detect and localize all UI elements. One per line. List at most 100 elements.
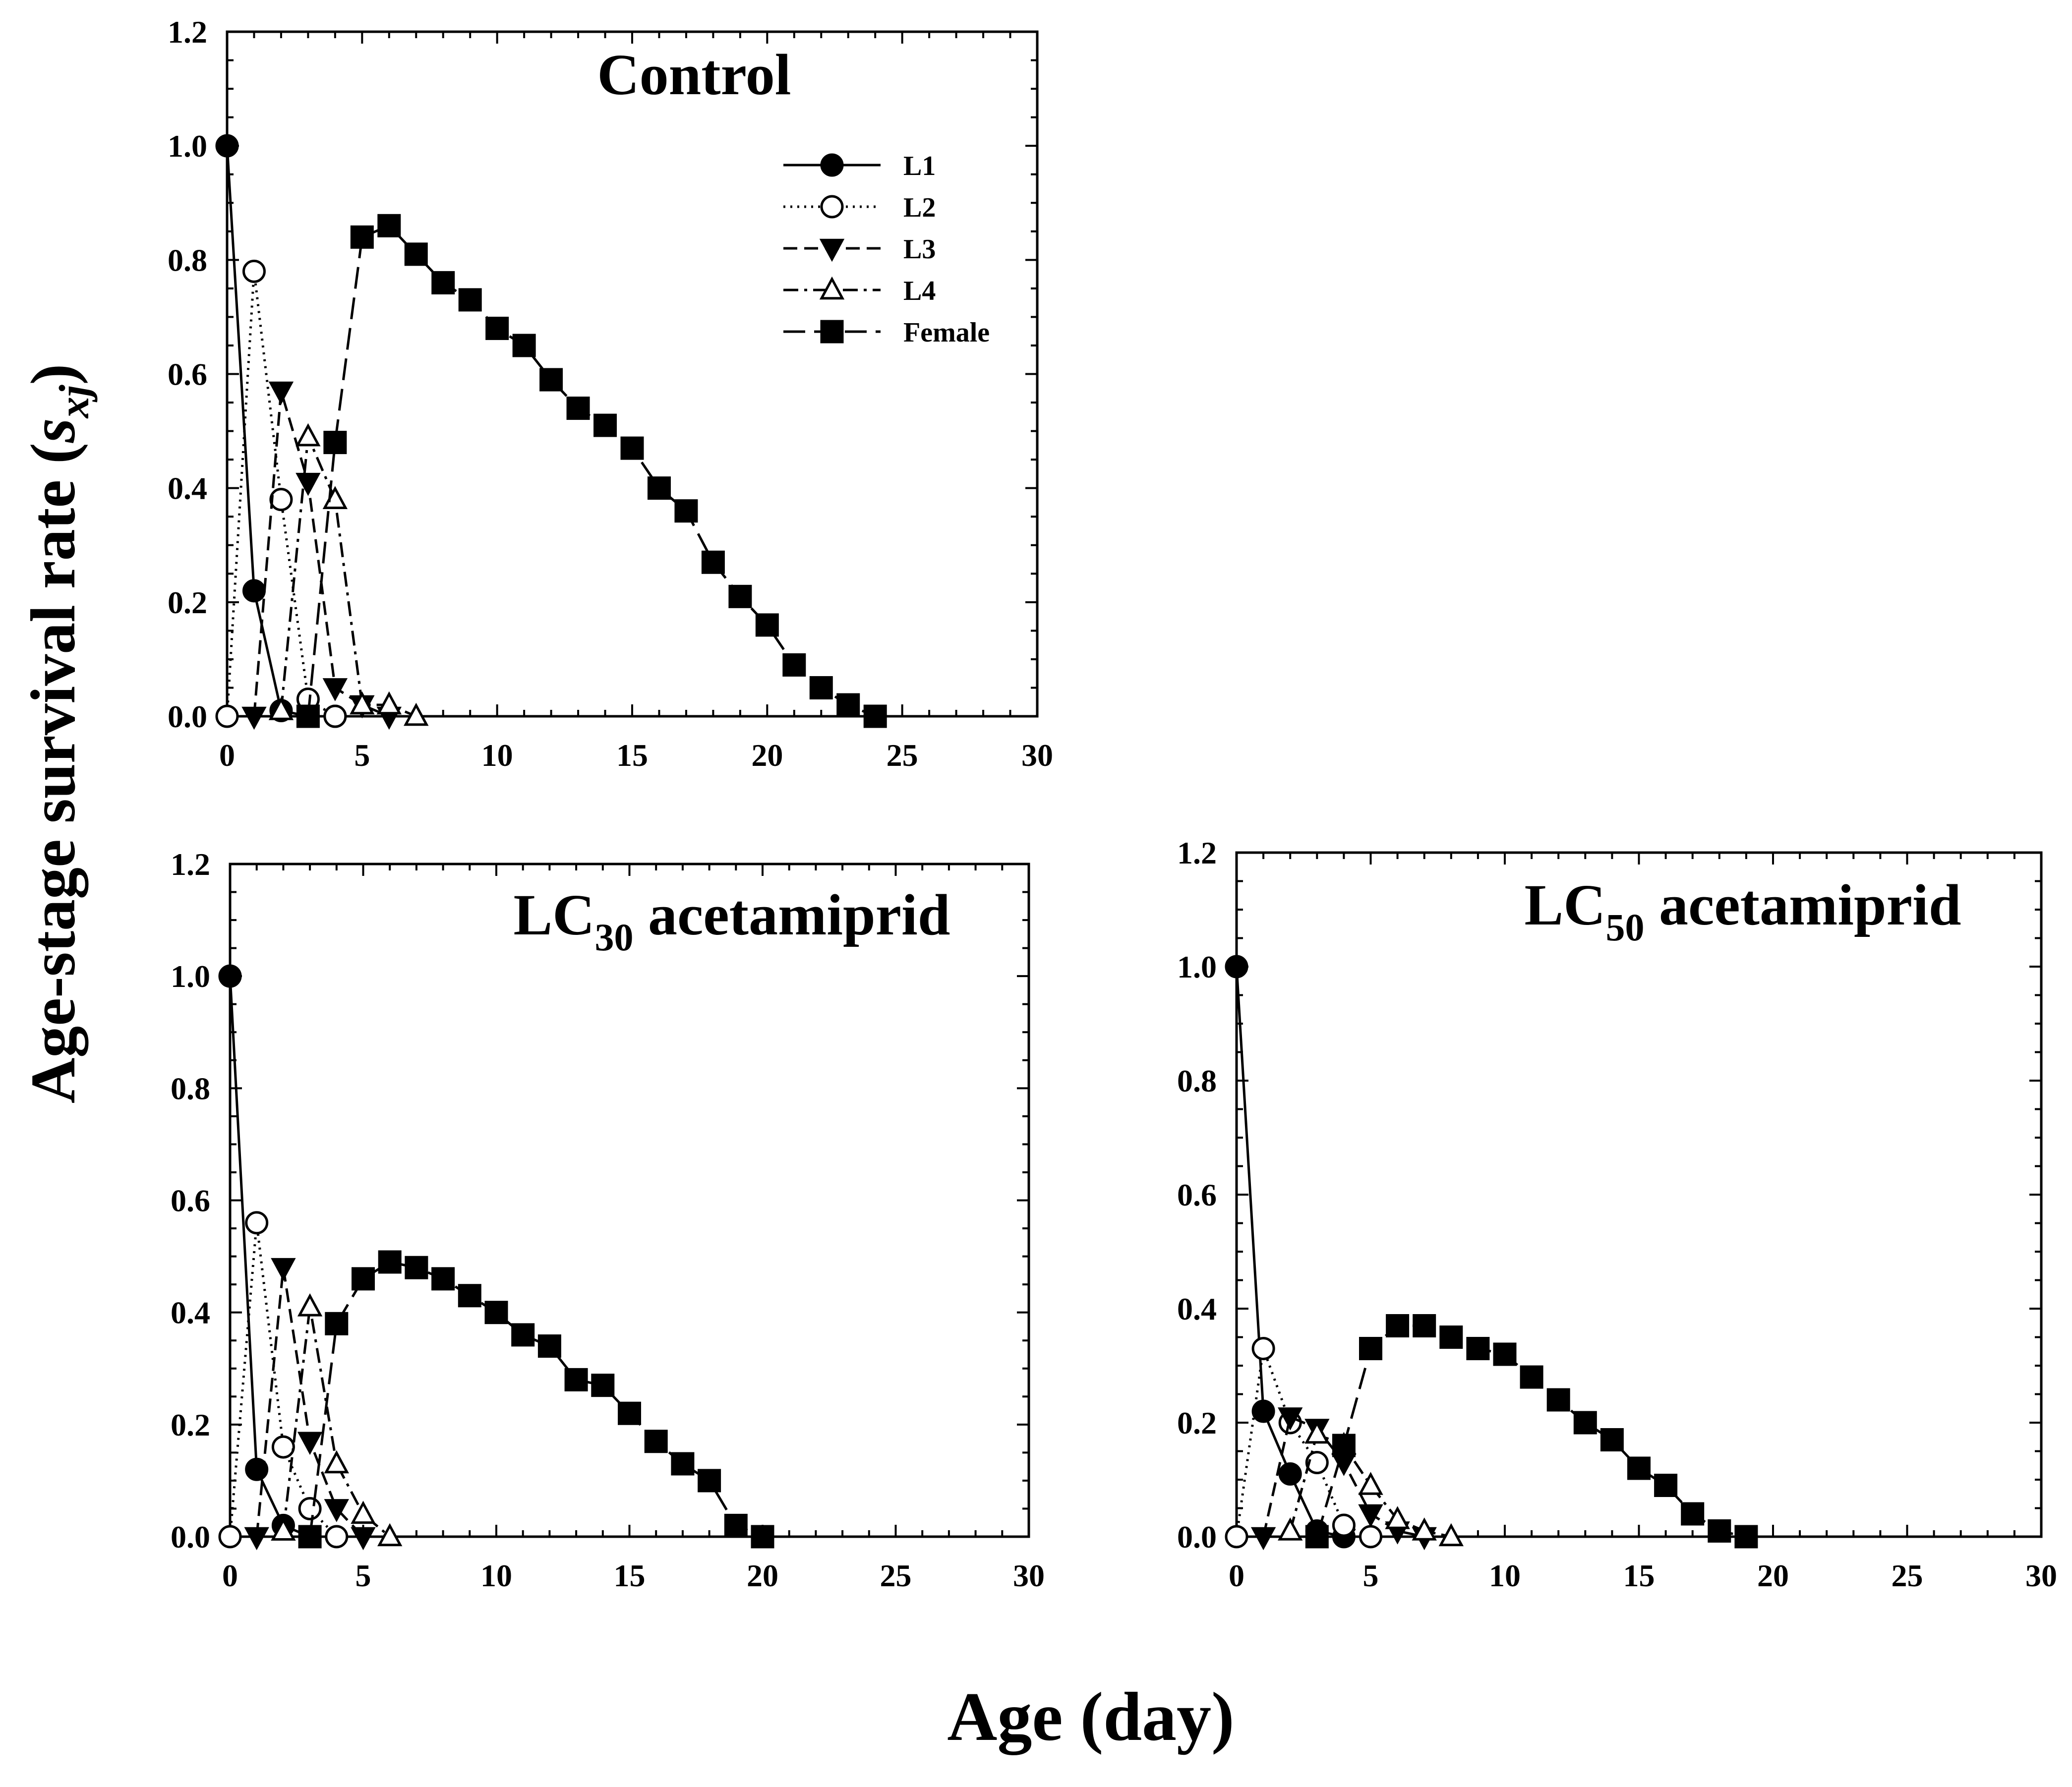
series-l2 bbox=[218, 1211, 349, 1549]
data-point bbox=[325, 1312, 349, 1335]
data-point bbox=[431, 271, 455, 294]
data-point bbox=[1439, 1326, 1463, 1349]
data-point bbox=[405, 1256, 428, 1279]
data-point bbox=[1600, 1428, 1624, 1451]
data-point bbox=[298, 1497, 322, 1520]
data-point bbox=[376, 691, 402, 715]
y-tick-label: 0.2 bbox=[168, 585, 207, 620]
x-tick-label: 5 bbox=[1363, 1558, 1379, 1593]
legend-entry: L4 bbox=[783, 276, 936, 306]
legend-entry: L3 bbox=[783, 234, 936, 265]
y-axis-label-close: ) bbox=[18, 364, 88, 385]
data-point bbox=[539, 368, 563, 392]
data-point bbox=[1466, 1337, 1490, 1360]
data-point bbox=[215, 134, 239, 158]
x-tick-label: 25 bbox=[887, 738, 918, 773]
data-point bbox=[350, 691, 375, 715]
data-point bbox=[323, 704, 347, 728]
data-point bbox=[271, 1258, 296, 1281]
data-point bbox=[296, 704, 320, 728]
legend-entry: Female bbox=[783, 317, 990, 348]
data-point bbox=[724, 1513, 748, 1537]
data-point bbox=[242, 259, 266, 283]
data-point bbox=[1386, 1314, 1410, 1337]
data-point bbox=[1358, 1472, 1383, 1495]
series-l3 bbox=[241, 381, 402, 730]
x-tick-label: 10 bbox=[1489, 1558, 1521, 1593]
y-tick-label: 0.8 bbox=[1177, 1063, 1217, 1098]
data-point bbox=[324, 1450, 349, 1474]
x-tick-label: 15 bbox=[1623, 1558, 1655, 1593]
data-point bbox=[647, 476, 671, 500]
data-point bbox=[1251, 1399, 1275, 1423]
x-tick-label: 20 bbox=[1757, 1558, 1789, 1593]
legend-marker bbox=[819, 238, 845, 262]
x-tick-label: 25 bbox=[880, 1558, 912, 1593]
data-point bbox=[751, 1525, 774, 1549]
data-point bbox=[297, 1432, 323, 1455]
legend-label: L3 bbox=[903, 234, 936, 265]
series-l4 bbox=[271, 1293, 403, 1547]
data-point bbox=[566, 397, 590, 420]
data-point bbox=[351, 1527, 376, 1551]
data-point bbox=[863, 704, 887, 728]
data-point bbox=[701, 550, 725, 574]
data-point bbox=[271, 1435, 295, 1459]
panel-title-main: Control bbox=[597, 42, 791, 107]
data-point bbox=[268, 381, 294, 405]
data-point bbox=[377, 1523, 403, 1547]
y-axis-label-subscript: xj bbox=[50, 384, 98, 419]
y-axis-label: Age-stage survival rate (sxj) bbox=[18, 364, 98, 1103]
y-tick-label: 1.2 bbox=[171, 847, 210, 882]
data-point bbox=[1413, 1314, 1436, 1337]
data-point bbox=[1359, 1525, 1382, 1549]
series-line bbox=[1235, 966, 1344, 1538]
x-tick-label: 10 bbox=[480, 1558, 512, 1593]
data-point bbox=[1305, 1451, 1329, 1474]
y-tick-label: 0.6 bbox=[171, 1183, 210, 1218]
plot-frame bbox=[229, 863, 1030, 1538]
panel-title-main: LC bbox=[1525, 872, 1606, 937]
data-point bbox=[269, 488, 293, 512]
panel-title: Control bbox=[597, 42, 791, 107]
panel-title: LC30 acetamiprid bbox=[514, 882, 950, 959]
plot-frame bbox=[1235, 851, 2043, 1538]
legend-entry: L2 bbox=[783, 192, 936, 223]
data-point bbox=[1412, 1517, 1437, 1541]
legend-label: Female bbox=[903, 317, 990, 348]
y-tick-label: 0.2 bbox=[171, 1407, 210, 1442]
plot-frame bbox=[226, 30, 1039, 718]
data-point bbox=[674, 499, 698, 523]
data-point bbox=[755, 613, 779, 637]
data-point bbox=[431, 1267, 455, 1291]
data-point bbox=[782, 653, 806, 677]
series-l2 bbox=[215, 259, 347, 728]
data-point bbox=[296, 472, 321, 496]
data-point bbox=[271, 1517, 296, 1541]
data-point bbox=[1278, 1517, 1303, 1541]
y-tick-label: 1.0 bbox=[1177, 949, 1217, 984]
legend-marker bbox=[819, 276, 845, 300]
legend-marker bbox=[820, 320, 844, 344]
legend: L1 L2 L3 L4 Female bbox=[783, 151, 990, 348]
y-tick-label: 1.0 bbox=[168, 128, 207, 164]
y-axis-label-text: Age-stage survival rate ( bbox=[18, 443, 88, 1103]
x-tick-label: 15 bbox=[614, 1558, 646, 1593]
data-point bbox=[1438, 1523, 1464, 1547]
data-point bbox=[484, 1301, 508, 1325]
data-point bbox=[296, 423, 321, 447]
x-tick-label: 30 bbox=[1021, 738, 1053, 773]
data-point bbox=[1734, 1525, 1758, 1549]
panel-title-main: LC bbox=[514, 882, 595, 947]
data-point bbox=[1332, 1513, 1356, 1537]
data-point bbox=[1359, 1337, 1382, 1360]
y-tick-label: 0.0 bbox=[1177, 1519, 1217, 1555]
data-point bbox=[1573, 1411, 1597, 1435]
data-point bbox=[1278, 1462, 1302, 1486]
data-point bbox=[591, 1374, 615, 1397]
y-tick-label: 1.2 bbox=[168, 14, 207, 50]
legend-label: L1 bbox=[903, 151, 936, 181]
y-tick-label: 1.2 bbox=[1177, 835, 1217, 870]
x-tick-label: 30 bbox=[1013, 1558, 1045, 1593]
